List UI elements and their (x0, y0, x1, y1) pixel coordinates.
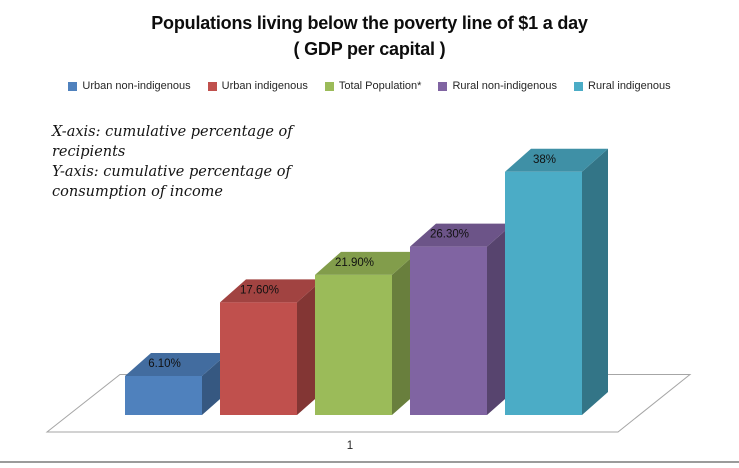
bar-urban-non-indigenous (125, 375, 202, 415)
bar-top-total-population- (315, 251, 418, 275)
plot-floor (45, 374, 692, 433)
legend-item-label: Total Population* (338, 80, 422, 92)
legend-swatch (438, 81, 448, 91)
legend-item-total-population-: Total Population* (324, 80, 422, 92)
bar-top-rural-indigenous (505, 148, 608, 172)
axis-note: X-axis: cumulative percentage of recipie… (52, 122, 312, 202)
legend-item-rural-non-indigenous: Rural non-indigenous (438, 80, 557, 92)
bar-value-label-rural-non-indigenous: 26.30% (430, 229, 469, 241)
legend-swatch (574, 81, 584, 91)
chart-title: Populations living below the poverty lin… (0, 10, 739, 62)
axis-note-line3: Y-axis: cumulative percentage of (52, 164, 291, 180)
axis-note-line1: X-axis: cumulative percentage of (52, 124, 293, 140)
chart-title-line2: ( GDP per capital ) (293, 39, 446, 59)
x-axis-tick: 1 (346, 440, 354, 452)
bar-value-label-total-population-: 21.90% (335, 257, 374, 269)
bar-rural-indigenous (505, 171, 582, 415)
axis-note-line4: consumption of income (52, 184, 224, 200)
legend: Urban non-indigenous Urban indigenous Tota… (0, 80, 739, 92)
bar-rural-non-indigenous (410, 246, 487, 415)
bar-value-label-rural-indigenous: 38% (533, 154, 556, 166)
legend-swatch (324, 81, 334, 91)
bar-value-label-urban-indigenous: 17.60% (240, 284, 279, 296)
bar-top-urban-non-indigenous (125, 352, 228, 376)
legend-item-label: Urban indigenous (221, 80, 308, 92)
legend-item-urban-non-indigenous: Urban non-indigenous (68, 80, 191, 92)
legend-item-urban-indigenous: Urban indigenous (207, 80, 308, 92)
legend-swatch (68, 81, 78, 91)
bar-top-rural-non-indigenous (410, 223, 513, 247)
bar-urban-indigenous (220, 302, 297, 415)
legend-item-label: Urban non-indigenous (82, 80, 191, 92)
axis-note-line2: recipients (52, 144, 126, 160)
legend-item-label: Rural non-indigenous (452, 80, 558, 92)
legend-item-rural-indigenous: Rural indigenous (574, 80, 671, 92)
bar-total-population- (315, 274, 392, 415)
bottom-border (0, 461, 739, 463)
bar-value-label-urban-non-indigenous: 6.10% (148, 358, 181, 370)
bar-side-rural-indigenous (582, 148, 608, 416)
legend-swatch (207, 81, 217, 91)
chart-title-line1: Populations living below the poverty lin… (151, 13, 588, 33)
bar-top-urban-indigenous (220, 279, 323, 303)
legend-item-label: Rural indigenous (588, 80, 671, 92)
